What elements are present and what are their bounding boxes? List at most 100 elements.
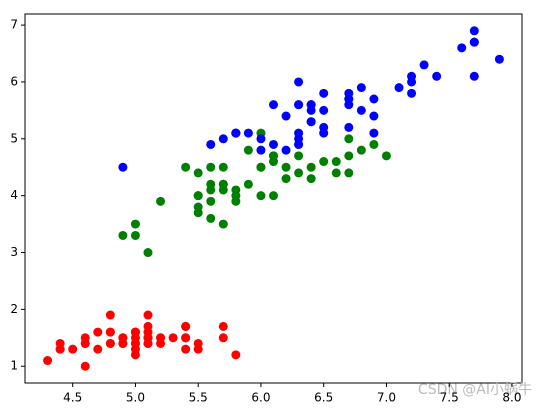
y-tick-label: 5	[10, 131, 18, 145]
point	[256, 145, 266, 155]
point	[306, 162, 316, 172]
point	[181, 321, 191, 331]
point	[143, 310, 153, 320]
point	[356, 145, 366, 155]
point	[243, 145, 253, 155]
point	[80, 338, 90, 348]
point	[494, 54, 504, 64]
point	[469, 26, 479, 36]
point	[130, 338, 140, 348]
point	[281, 145, 291, 155]
point	[193, 168, 203, 178]
point	[344, 151, 354, 161]
point	[181, 162, 191, 172]
y-tick-label: 3	[10, 245, 18, 259]
point	[369, 139, 379, 149]
point	[432, 71, 442, 81]
point	[206, 179, 216, 189]
point	[394, 83, 404, 93]
point	[331, 157, 341, 167]
point	[206, 139, 216, 149]
y-tick-label: 2	[10, 302, 18, 316]
point	[319, 122, 329, 132]
point	[356, 83, 366, 93]
point	[80, 361, 90, 371]
point	[256, 191, 266, 201]
point	[344, 168, 354, 178]
point	[156, 333, 166, 343]
point	[369, 128, 379, 138]
point	[143, 327, 153, 337]
x-tick-label: 6.0	[251, 391, 270, 405]
point	[469, 37, 479, 47]
x-tick-label: 5.0	[126, 391, 145, 405]
x-tick-label: 7.5	[440, 391, 459, 405]
point	[105, 327, 115, 337]
point	[344, 122, 354, 132]
point	[193, 208, 203, 218]
point	[319, 105, 329, 115]
point	[206, 162, 216, 172]
point	[218, 219, 228, 229]
point	[469, 71, 479, 81]
point	[168, 333, 178, 343]
point	[344, 94, 354, 104]
point	[269, 191, 278, 201]
y-tick-label: 6	[10, 74, 18, 88]
point	[294, 77, 304, 87]
point	[218, 333, 228, 343]
point	[206, 196, 216, 206]
point	[218, 185, 228, 195]
point	[218, 162, 228, 172]
point	[130, 219, 140, 229]
point	[93, 344, 103, 354]
point	[231, 350, 241, 360]
point	[130, 230, 140, 240]
point	[369, 94, 379, 104]
point	[419, 60, 429, 70]
point	[269, 157, 278, 167]
point	[93, 327, 103, 337]
point	[294, 151, 304, 161]
point	[243, 179, 253, 189]
point	[118, 230, 128, 240]
point	[118, 338, 128, 348]
point	[269, 100, 278, 110]
point	[344, 134, 354, 144]
plot-frame	[24, 13, 523, 384]
point	[281, 111, 291, 121]
watermark: CSDN @AI小蜗牛	[418, 382, 532, 398]
point	[105, 338, 115, 348]
point	[193, 344, 203, 354]
x-tick-label: 7.0	[377, 391, 396, 405]
point	[256, 162, 266, 172]
point	[407, 77, 417, 87]
point	[281, 162, 291, 172]
point	[381, 151, 391, 161]
y-tick-label: 7	[10, 18, 18, 32]
x-tick-label: 5.5	[189, 391, 208, 405]
point	[319, 88, 329, 98]
point	[243, 128, 253, 138]
point	[105, 310, 115, 320]
point	[331, 168, 341, 178]
x-tick-label: 6.5	[314, 391, 333, 405]
point	[218, 134, 228, 144]
point	[457, 43, 467, 53]
point	[294, 100, 304, 110]
point	[306, 174, 316, 184]
point	[294, 134, 304, 144]
point	[306, 105, 316, 115]
point	[356, 105, 366, 115]
point	[218, 321, 228, 331]
point	[193, 191, 203, 201]
point	[68, 344, 78, 354]
y-tick-label: 4	[10, 188, 18, 202]
point	[306, 117, 316, 127]
x-tick-label: 4.5	[63, 391, 82, 405]
y-tick-label: 1	[10, 359, 18, 373]
point	[143, 248, 153, 258]
x-tick-label: 8.0	[502, 391, 521, 405]
